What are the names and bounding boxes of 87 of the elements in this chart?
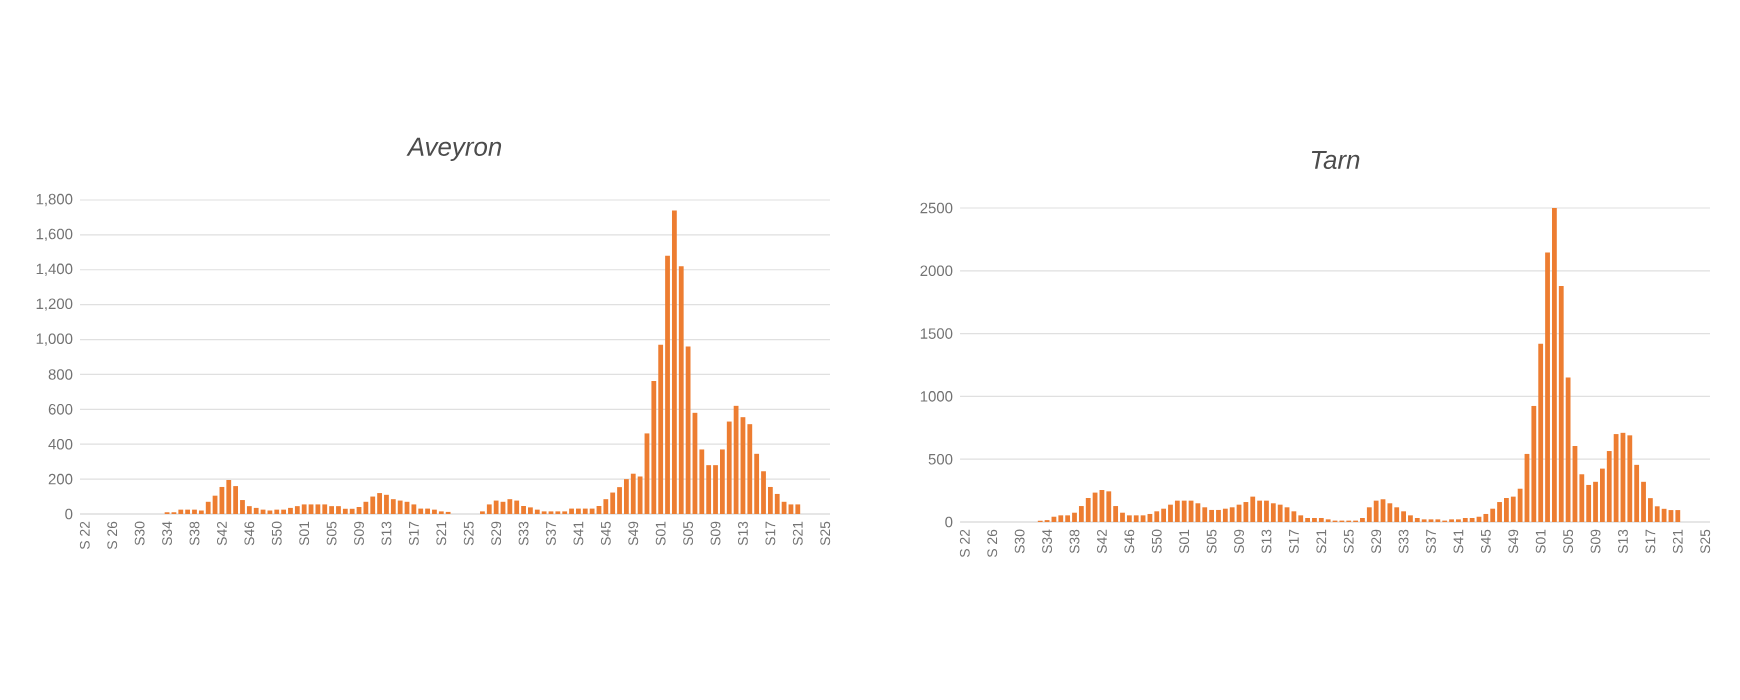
bar xyxy=(774,493,780,514)
bar xyxy=(288,507,293,514)
bar xyxy=(1257,500,1263,522)
bar xyxy=(1497,502,1502,522)
bar xyxy=(384,494,389,514)
bar xyxy=(671,210,677,514)
bar xyxy=(377,493,382,514)
bar xyxy=(747,424,753,514)
bar xyxy=(1291,511,1297,522)
bar xyxy=(1222,508,1228,522)
bar xyxy=(1490,508,1496,522)
bar xyxy=(1394,507,1400,522)
bar xyxy=(1387,503,1393,522)
bar xyxy=(1202,507,1208,522)
bar xyxy=(1154,511,1160,522)
bar xyxy=(1627,435,1633,522)
bar xyxy=(1552,208,1557,522)
bar xyxy=(1168,504,1173,522)
bar xyxy=(582,508,588,514)
bar xyxy=(1133,515,1139,522)
bar xyxy=(253,507,259,514)
bar xyxy=(370,496,376,514)
bar xyxy=(493,500,499,514)
bar xyxy=(1373,500,1379,522)
bar xyxy=(246,506,252,514)
bar xyxy=(1510,496,1516,522)
bar xyxy=(1408,515,1413,522)
bar xyxy=(1654,506,1660,522)
bar xyxy=(233,486,239,514)
bar xyxy=(1229,507,1235,522)
bar xyxy=(1401,511,1406,522)
bar xyxy=(411,504,417,514)
bar xyxy=(1120,512,1125,522)
bar xyxy=(1078,506,1084,522)
bar xyxy=(624,479,629,514)
bar xyxy=(205,501,211,514)
bar xyxy=(617,487,622,514)
bar xyxy=(425,508,430,514)
bar xyxy=(363,501,369,514)
bar xyxy=(514,500,520,514)
bar xyxy=(418,508,424,514)
bar xyxy=(322,504,328,514)
bar xyxy=(294,506,300,514)
bar xyxy=(1181,500,1187,522)
chart-title: Aveyron xyxy=(406,137,502,161)
bar xyxy=(486,504,492,514)
bar xyxy=(603,499,609,514)
bar xyxy=(315,504,321,514)
bar xyxy=(342,508,348,514)
bar xyxy=(336,506,341,514)
bar xyxy=(349,508,355,514)
bar xyxy=(610,492,616,514)
bar xyxy=(301,504,307,514)
bar xyxy=(1174,500,1180,522)
bar xyxy=(226,479,232,514)
bar xyxy=(329,506,334,514)
bar xyxy=(521,505,526,514)
bar xyxy=(397,500,403,514)
bar xyxy=(390,499,396,514)
bar xyxy=(1065,515,1071,522)
chart-title: Tarn xyxy=(1311,150,1360,170)
bar xyxy=(1085,498,1091,522)
bar xyxy=(1264,500,1269,522)
bar xyxy=(569,508,574,514)
bar xyxy=(589,508,595,514)
bar xyxy=(576,508,581,514)
bar xyxy=(1106,491,1112,522)
bar xyxy=(1366,507,1372,522)
bar xyxy=(1613,434,1619,522)
bar xyxy=(1270,503,1276,522)
bar xyxy=(507,499,513,514)
bar xyxy=(1216,509,1221,522)
bar xyxy=(1058,515,1064,522)
bar xyxy=(528,507,533,514)
bar xyxy=(630,473,636,514)
bar xyxy=(1126,515,1132,522)
bar xyxy=(1504,498,1509,522)
bar xyxy=(795,504,801,514)
bar xyxy=(1250,496,1256,522)
bar xyxy=(1161,508,1167,522)
bar xyxy=(1072,512,1077,522)
bar xyxy=(1483,513,1489,522)
bar xyxy=(1277,504,1283,522)
bar xyxy=(1675,510,1681,522)
bar xyxy=(1298,515,1304,522)
bar xyxy=(1209,509,1215,522)
bar xyxy=(1243,502,1249,522)
